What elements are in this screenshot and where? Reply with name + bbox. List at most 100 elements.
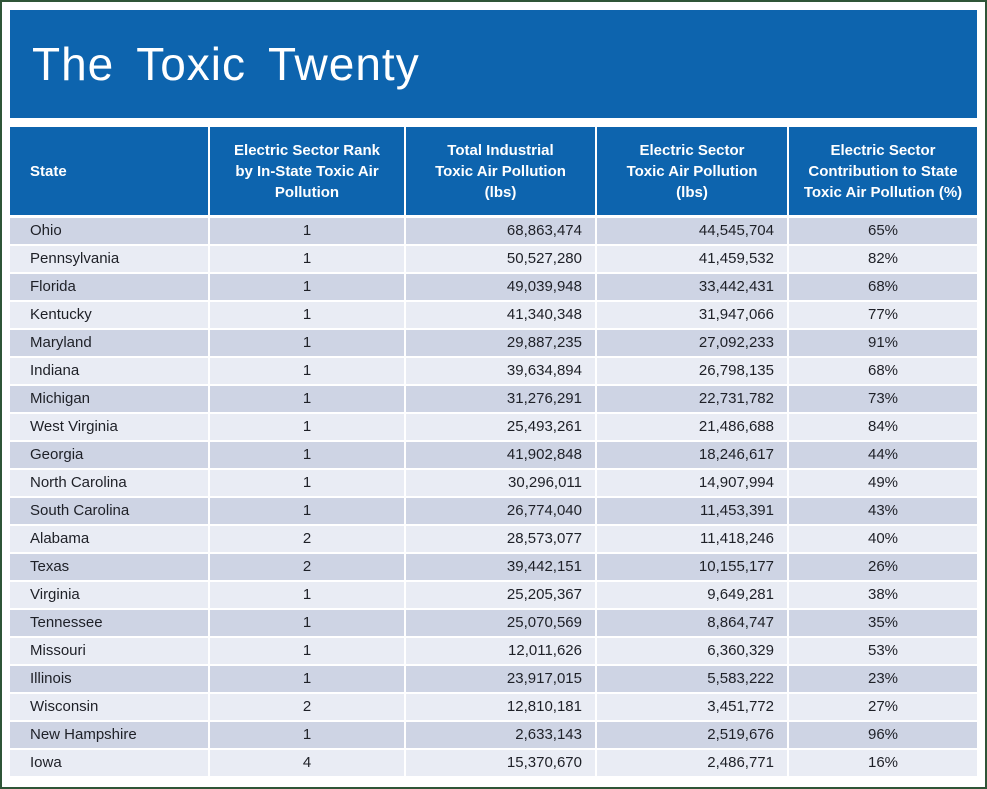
contribution-percent-cell: 53% <box>789 638 977 664</box>
contribution-percent-cell: 68% <box>789 274 977 300</box>
electric-sector-cell: 18,246,617 <box>597 442 787 468</box>
header-state: State <box>10 127 208 215</box>
total-industrial-cell: 41,902,848 <box>406 442 595 468</box>
rank-cell: 2 <box>210 554 404 580</box>
total-industrial-cell: 23,917,015 <box>406 666 595 692</box>
electric-sector-cell: 41,459,532 <box>597 246 787 272</box>
total-industrial-cell: 25,070,569 <box>406 610 595 636</box>
electric-sector-cell: 8,864,747 <box>597 610 787 636</box>
state-cell: Missouri <box>10 638 208 664</box>
table-row: Illinois 1 23,917,015 5,583,222 23% <box>10 666 977 692</box>
table-row: Georgia 1 41,902,848 18,246,617 44% <box>10 442 977 468</box>
total-industrial-cell: 39,634,894 <box>406 358 595 384</box>
contribution-percent-cell: 43% <box>789 498 977 524</box>
state-cell: Maryland <box>10 330 208 356</box>
electric-sector-cell: 31,947,066 <box>597 302 787 328</box>
state-cell: New Hampshire <box>10 722 208 748</box>
total-industrial-cell: 2,633,143 <box>406 722 595 748</box>
header-electric-sector-rank: Electric Sector Rank by In-State Toxic A… <box>210 127 404 215</box>
state-cell: Texas <box>10 554 208 580</box>
electric-sector-cell: 9,649,281 <box>597 582 787 608</box>
total-industrial-cell: 12,011,626 <box>406 638 595 664</box>
table-row: Kentucky 1 41,340,348 31,947,066 77% <box>10 302 977 328</box>
table-row: Texas 2 39,442,151 10,155,177 26% <box>10 554 977 580</box>
contribution-percent-cell: 38% <box>789 582 977 608</box>
total-industrial-cell: 28,573,077 <box>406 526 595 552</box>
electric-sector-cell: 14,907,994 <box>597 470 787 496</box>
table-row: Alabama 2 28,573,077 11,418,246 40% <box>10 526 977 552</box>
state-cell: Pennsylvania <box>10 246 208 272</box>
contribution-percent-cell: 65% <box>789 218 977 244</box>
electric-sector-cell: 33,442,431 <box>597 274 787 300</box>
rank-cell: 4 <box>210 750 404 776</box>
table-row: New Hampshire 1 2,633,143 2,519,676 96% <box>10 722 977 748</box>
contribution-percent-cell: 26% <box>789 554 977 580</box>
total-industrial-cell: 15,370,670 <box>406 750 595 776</box>
table-body: Ohio 1 68,863,474 44,545,704 65% Pennsylvania… <box>10 218 977 776</box>
table-row: Maryland 1 29,887,235 27,092,233 91% <box>10 330 977 356</box>
rank-cell: 2 <box>210 526 404 552</box>
state-cell: Michigan <box>10 386 208 412</box>
electric-sector-cell: 3,451,772 <box>597 694 787 720</box>
state-cell: Iowa <box>10 750 208 776</box>
contribution-percent-cell: 35% <box>789 610 977 636</box>
table-row: Missouri 1 12,011,626 6,360,329 53% <box>10 638 977 664</box>
rank-cell: 1 <box>210 414 404 440</box>
total-industrial-cell: 41,340,348 <box>406 302 595 328</box>
electric-sector-cell: 2,519,676 <box>597 722 787 748</box>
contribution-percent-cell: 91% <box>789 330 977 356</box>
rank-cell: 1 <box>210 498 404 524</box>
rank-cell: 1 <box>210 722 404 748</box>
total-industrial-cell: 12,810,181 <box>406 694 595 720</box>
table-header-row: State Electric Sector Rank by In-State T… <box>10 127 977 215</box>
electric-sector-cell: 11,418,246 <box>597 526 787 552</box>
total-industrial-cell: 26,774,040 <box>406 498 595 524</box>
table-row: Florida 1 49,039,948 33,442,431 68% <box>10 274 977 300</box>
table-row: Tennessee 1 25,070,569 8,864,747 35% <box>10 610 977 636</box>
electric-sector-cell: 5,583,222 <box>597 666 787 692</box>
total-industrial-cell: 68,863,474 <box>406 218 595 244</box>
total-industrial-cell: 39,442,151 <box>406 554 595 580</box>
contribution-percent-cell: 49% <box>789 470 977 496</box>
state-cell: Tennessee <box>10 610 208 636</box>
rank-cell: 1 <box>210 442 404 468</box>
page-title: The Toxic Twenty <box>32 38 420 90</box>
contribution-percent-cell: 73% <box>789 386 977 412</box>
contribution-percent-cell: 40% <box>789 526 977 552</box>
state-cell: Alabama <box>10 526 208 552</box>
state-cell: Indiana <box>10 358 208 384</box>
rank-cell: 1 <box>210 246 404 272</box>
total-industrial-cell: 25,205,367 <box>406 582 595 608</box>
total-industrial-cell: 25,493,261 <box>406 414 595 440</box>
header-electric-sector-pollution: Electric Sector Toxic Air Pollution (lbs… <box>597 127 787 215</box>
electric-sector-cell: 44,545,704 <box>597 218 787 244</box>
rank-cell: 1 <box>210 582 404 608</box>
state-cell: Georgia <box>10 442 208 468</box>
electric-sector-cell: 22,731,782 <box>597 386 787 412</box>
table-row: Wisconsin 2 12,810,181 3,451,772 27% <box>10 694 977 720</box>
rank-cell: 1 <box>210 218 404 244</box>
rank-cell: 1 <box>210 330 404 356</box>
table-row: North Carolina 1 30,296,011 14,907,994 49% <box>10 470 977 496</box>
rank-cell: 1 <box>210 274 404 300</box>
table-row: South Carolina 1 26,774,040 11,453,391 43% <box>10 498 977 524</box>
contribution-percent-cell: 44% <box>789 442 977 468</box>
total-industrial-cell: 31,276,291 <box>406 386 595 412</box>
contribution-percent-cell: 77% <box>789 302 977 328</box>
rank-cell: 1 <box>210 470 404 496</box>
total-industrial-cell: 50,527,280 <box>406 246 595 272</box>
rank-cell: 1 <box>210 638 404 664</box>
header-electric-sector-contribution: Electric Sector Contribution to State To… <box>789 127 977 215</box>
table-row: Pennsylvania 1 50,527,280 41,459,532 82% <box>10 246 977 272</box>
state-cell: North Carolina <box>10 470 208 496</box>
electric-sector-cell: 2,486,771 <box>597 750 787 776</box>
state-cell: Wisconsin <box>10 694 208 720</box>
rank-cell: 1 <box>210 302 404 328</box>
electric-sector-cell: 6,360,329 <box>597 638 787 664</box>
table-row: West Virginia 1 25,493,261 21,486,688 84% <box>10 414 977 440</box>
contribution-percent-cell: 84% <box>789 414 977 440</box>
rank-cell: 1 <box>210 610 404 636</box>
electric-sector-cell: 10,155,177 <box>597 554 787 580</box>
state-cell: South Carolina <box>10 498 208 524</box>
